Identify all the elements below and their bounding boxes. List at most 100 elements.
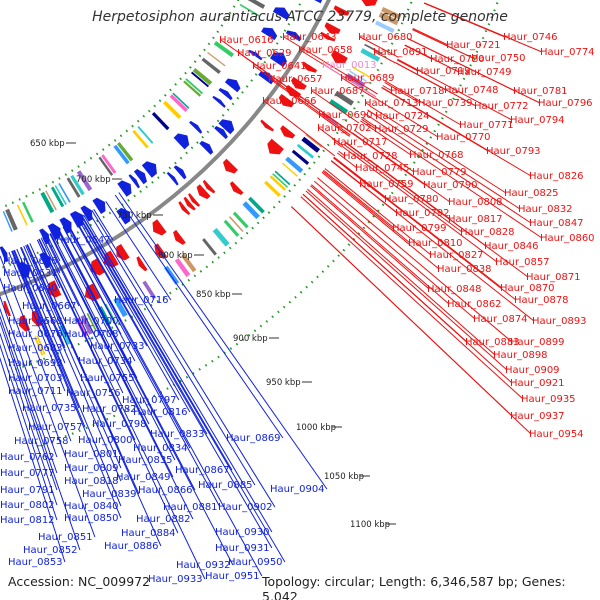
gene-label: Haur_0683 [8,343,63,354]
gene-label: Haur_0954 [529,429,584,440]
gene-label: Haur_0746 [503,32,558,43]
gene-label: Haur_0774 [540,47,595,58]
gene-label: Haur_0711 [8,386,63,397]
category-bar [213,41,234,58]
gene-label: Haur_0748 [444,85,499,96]
gene-label: Haur_0749 [457,67,512,78]
gene-label: Haur_0739 [418,98,473,109]
category-bar [351,66,370,78]
forward-gene-arrow [183,196,196,211]
reverse-gene-arrow [128,174,140,189]
leader-line [385,80,462,126]
leader-line [412,28,449,46]
gene-label: Haur_0935 [521,394,576,405]
leader-line [13,250,80,409]
leader-line [323,169,395,229]
category-bar [349,70,367,82]
gene-label: Haur_0713 [364,98,419,109]
gene-label: Haur_0676 [8,329,63,340]
leader-line [342,145,498,263]
category-bar [207,52,226,67]
gene-label: Haur_0884 [121,528,176,539]
leader-line [0,343,58,521]
gene-label: Haur_0885 [198,480,253,491]
gene-label: Haur_0735 [22,403,77,414]
gene-label: Haur_0851 [38,532,93,543]
reverse-gene-arrow [92,197,106,214]
leader-line [424,2,543,53]
leader-line [330,160,535,322]
leader-line [11,250,122,519]
leader-line [384,81,421,104]
leader-line [311,90,360,124]
gene-label: Haur_0794 [510,115,565,126]
leader-line [253,65,351,136]
ruler-tick-label: 650 kbp [30,139,65,149]
leader-line [351,132,451,203]
gene-label: Haur_0756 [66,388,121,399]
gene-label: Haur_0883 [465,337,520,348]
category-bar [86,313,97,332]
gene-label: Haur_0667 [22,301,77,312]
category-bar [169,94,188,112]
leader-line [310,185,430,290]
ruler-tick-label: 900 kbp [233,334,268,344]
reverse-gene-arrow [261,27,278,41]
gene-label: Haur_0802 [0,500,55,511]
gene-label: Haur_0790 [423,180,478,191]
gene-label: Haur_0828 [460,227,515,238]
gene-label: Haur_0733 [90,341,145,352]
gene-label: Haur_0870 [500,283,555,294]
gene-label: Haur_0951 [205,571,260,582]
leader-line [16,248,66,364]
gene-label: Haur_0647 [56,235,111,246]
gene-label: Haur_0759 [359,179,414,190]
forward-gene-arrow [202,179,216,194]
gene-label: Haur_0762 [0,452,55,463]
forward-gene-arrow [196,184,211,200]
leader-line [333,157,517,301]
leader-line [397,58,513,121]
category-bar [223,219,240,237]
leader-line [334,141,342,148]
leader-line [395,62,477,107]
gene-label: Haur_0668 [8,316,63,327]
gene-label: Haur_0852 [23,545,78,556]
gene-label: Haur_0771 [459,120,514,131]
ruler-tick-label: 1100 kbp [350,520,390,530]
leader-line [65,224,221,508]
gene-label: Haur_0849 [116,472,171,483]
category-bar [285,156,304,173]
gene-label: Haur_0728 [343,151,398,162]
gene-label: Haur_0772 [474,101,529,112]
reverse-gene-arrow [314,0,323,4]
forward-gene-arrow [178,201,191,215]
leader-line [0,332,58,506]
gene-label: Haur_0758 [14,436,69,447]
category-bar [174,258,191,277]
category-bar [232,211,249,229]
gene-label: Haur_0643 [282,32,337,43]
ruler-tick-label: 800 kbp [158,251,193,261]
leader-line [26,244,162,547]
reverse-gene-arrow [189,120,203,134]
forward-gene-arrow [116,244,130,261]
category-bar [181,253,197,273]
gene-label: Haur_0825 [504,188,559,199]
leader-line [374,97,439,138]
leader-line [11,250,86,428]
forward-gene-arrow [136,256,148,272]
gene-label: Haur_0793 [486,146,541,157]
gene-label: Haur_0729 [374,124,429,135]
leader-line [0,320,58,491]
gene-label: Haur_0850 [64,513,119,524]
gene-label: Haur_0886 [104,541,159,552]
category-bar [2,211,13,232]
category-bar [54,185,67,205]
gene-label: Haur_0871 [526,272,581,283]
reverse-gene-arrow [272,7,290,20]
gene-label: Haur_0921 [510,378,565,389]
ruler-tick-label: 950 kbp [266,378,301,388]
gene-label: Haur_0781 [513,86,568,97]
leader-line [83,214,273,533]
